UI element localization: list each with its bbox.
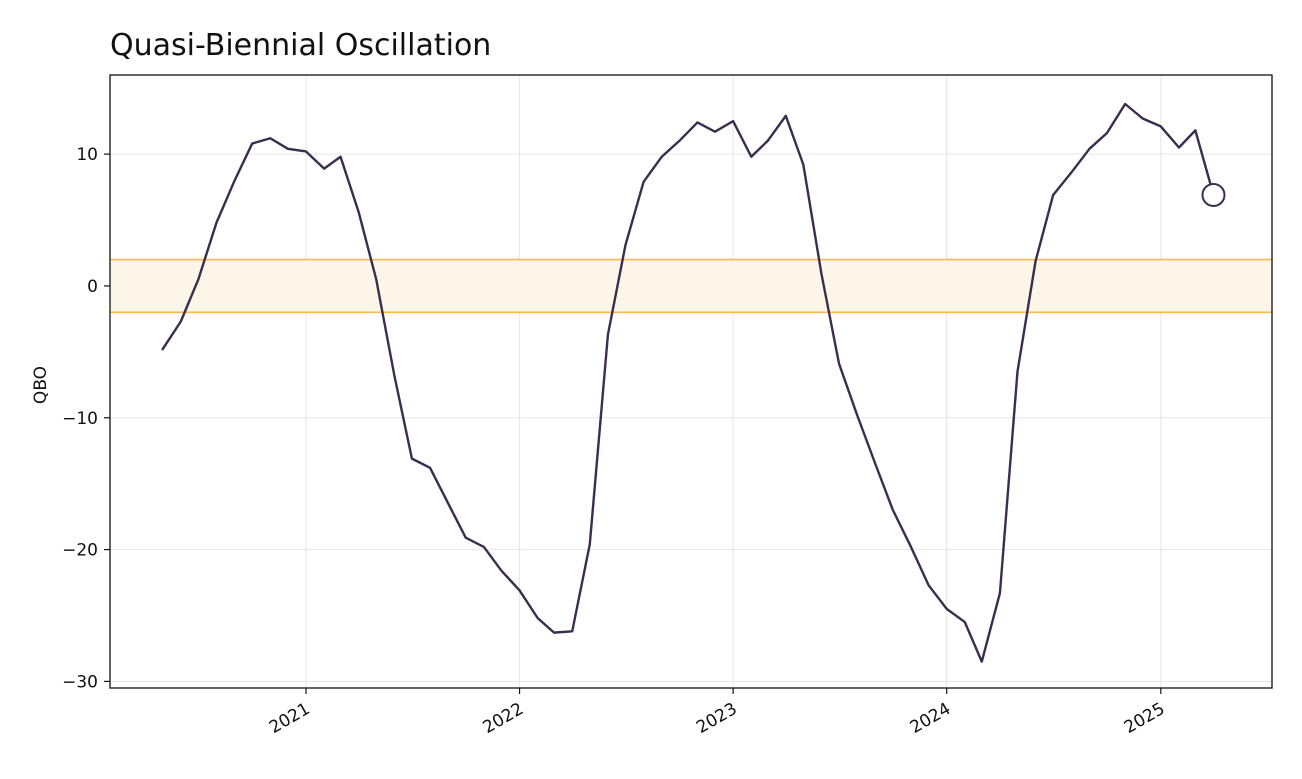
latest-value-marker — [1201, 182, 1226, 207]
y-tick-label: −30 — [62, 672, 98, 692]
plot-frame — [109, 74, 1273, 689]
x-tick-label: 2021 — [266, 699, 313, 738]
y-tick-label: −20 — [62, 541, 98, 561]
qbo-series-line — [161, 102, 1215, 663]
y-tick-label: 10 — [76, 145, 98, 165]
y-tick-label: 0 — [87, 277, 98, 297]
neutral-band-fill — [110, 259, 1272, 313]
x-tick-label: 2022 — [480, 699, 527, 738]
grid-lines — [110, 75, 1272, 688]
y-axis-label: QBO — [31, 366, 51, 404]
x-tick-label: 2023 — [693, 699, 740, 738]
x-axis-ticks: 2021 2022 2023 2024 2025 — [266, 688, 1168, 738]
y-axis-ticks: 10 0 −10 −20 −30 — [62, 145, 110, 692]
x-tick-label: 2024 — [907, 699, 954, 738]
neutral-band — [110, 258, 1272, 314]
x-tick-label: 2025 — [1121, 699, 1168, 738]
series-layer — [161, 102, 1226, 663]
y-tick-label: −10 — [62, 409, 98, 429]
chart-title: Quasi-Biennial Oscillation — [110, 28, 491, 63]
